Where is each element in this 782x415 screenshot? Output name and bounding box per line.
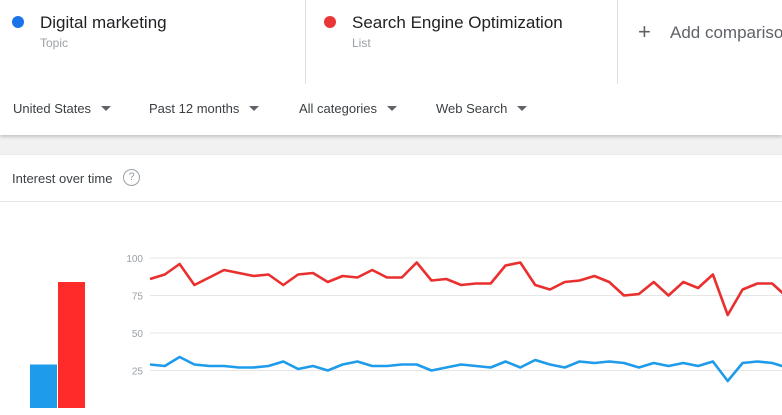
search-terms-bar: Digital marketing Topic Search Engine Op…: [0, 0, 782, 85]
term2-name: Search Engine Optimization: [352, 13, 563, 33]
add-comparison-label: Add comparison: [670, 23, 782, 43]
period-dropdown[interactable]: Past 12 months: [149, 101, 259, 116]
region-label: United States: [13, 101, 91, 116]
average-bar: [30, 365, 57, 409]
term1-color-dot: [12, 16, 24, 28]
filter-bar: United States Past 12 months All categor…: [0, 84, 782, 135]
series-line-0: [150, 357, 782, 381]
y-tick-label: 50: [132, 329, 144, 340]
term-seo[interactable]: Search Engine Optimization List: [306, 0, 618, 84]
category-dropdown[interactable]: All categories: [299, 101, 397, 116]
term2-color-dot: [324, 16, 336, 28]
region-dropdown[interactable]: United States: [13, 101, 111, 116]
add-comparison-button[interactable]: + Add comparison: [618, 0, 782, 84]
chevron-down-icon: [517, 106, 527, 111]
y-tick-label: 100: [126, 254, 143, 265]
average-bar: [58, 282, 85, 408]
term-digital-marketing[interactable]: Digital marketing Topic: [0, 0, 306, 84]
plus-icon: +: [638, 18, 651, 46]
card-title: Interest over time: [12, 171, 112, 186]
y-tick-label: 75: [132, 292, 144, 303]
chevron-down-icon: [249, 106, 259, 111]
card-header: Interest over time ?: [0, 155, 782, 202]
help-circle-icon[interactable]: ?: [123, 169, 140, 186]
chevron-down-icon: [101, 106, 111, 111]
chevron-down-icon: [387, 106, 397, 111]
period-label: Past 12 months: [149, 101, 239, 116]
property-label: Web Search: [436, 101, 507, 116]
category-label: All categories: [299, 101, 377, 116]
series-line-1: [150, 263, 782, 316]
property-dropdown[interactable]: Web Search: [436, 101, 527, 116]
y-tick-label: 25: [132, 367, 144, 378]
interest-over-time-card: Interest over time ? 25 50 75 100: [0, 155, 782, 415]
term2-type: List: [352, 36, 371, 50]
term1-name: Digital marketing: [40, 13, 167, 33]
term1-type: Topic: [40, 36, 68, 50]
interest-chart: 25 50 75 100: [0, 201, 782, 415]
